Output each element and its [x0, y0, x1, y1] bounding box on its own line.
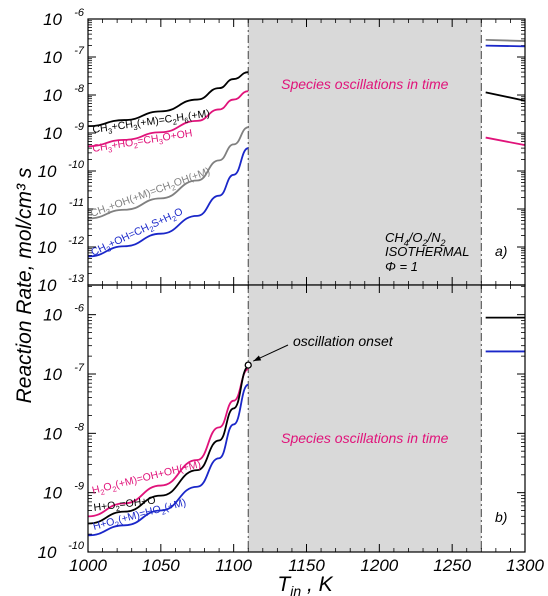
y-tick-label: 10	[43, 484, 62, 503]
tick-marks-b	[87, 285, 526, 553]
x-axis-unit: , K	[301, 573, 334, 596]
x-tick-label: 1200	[360, 556, 398, 575]
oscillation-region-b	[248, 285, 482, 552]
panel-a: 10 -13 10 -12 10 -11 10 -10 10 -9 10 -8 10 -7 10 -6 Spe…	[38, 7, 526, 295]
y-tick-label: 10	[38, 238, 57, 257]
series-line-h-o2-oh-o	[87, 365, 249, 525]
y-tick-exponent: -13	[68, 273, 85, 285]
reaction-label-h-o2-ho2: H+O2(+M)=HO2(+M)	[92, 496, 188, 534]
y-tick-labels-a: 10 -13 10 -12 10 -11 10 -10 10 -9 10 -8 10 -7 10 -6	[38, 7, 85, 295]
onset-arrow-head	[253, 355, 262, 362]
y-tick-exponent: -6	[74, 303, 85, 315]
y-tick-label: 10	[38, 200, 57, 219]
x-axis-subscript: in	[290, 583, 301, 596]
panel-label-a: a)	[495, 243, 507, 259]
reaction-label-h2o2: H2O2(+M)=OH+OH(+M)	[91, 458, 203, 499]
reaction-labels-b: H2O2(+M)=OH+OH(+M)H+O2=OH+OH+O2(+M)=HO2(…	[91, 458, 203, 534]
condition-phi: Φ = 1	[385, 259, 418, 274]
reaction-label-h-o2-oh-o: H+O2=OH+O	[93, 494, 157, 515]
series-line-ch3-oh-m-ch2oh-m-	[87, 126, 249, 220]
series-line-after-ch3-oh-ch2s-h2o	[485, 44, 526, 48]
y-tick-exponent: -10	[68, 159, 85, 171]
reaction-label-ch3-oh-ch2oh: CH3+OH(+M)=CH2OH(+M)	[89, 165, 212, 221]
y-tick-exponent: -6	[74, 7, 85, 19]
condition-mixture: CH4/O2/N2	[385, 230, 446, 248]
condition-isothermal: ISOTHERMAL	[385, 244, 470, 259]
y-tick-exponent: -9	[74, 481, 84, 493]
x-tick-label: 1000	[69, 556, 107, 575]
series-b	[87, 316, 525, 537]
y-tick-label: 10	[38, 276, 57, 295]
series-line-after-ch3-ho2-ch3o-oh	[485, 136, 526, 147]
conditions-block: CH4/O2/N2 ISOTHERMAL Φ = 1	[385, 230, 470, 274]
series-line-h-o2-m-ho2-m-	[87, 383, 249, 537]
y-tick-exponent: -7	[74, 362, 85, 374]
reaction-labels-a: CH3+CH3(+M)=C2H6(+M)CH3+HO2=CH3O+OH CH3+O…	[89, 108, 212, 259]
plot-frame-b	[87, 284, 526, 553]
series-line-after-ch3-oh-m-ch2oh-m-	[485, 39, 526, 42]
series-line-ch3-oh-ch2s-h2o	[87, 147, 249, 258]
oscillation-annotation-b: Species oscillations in time	[281, 430, 449, 446]
oscillation-region-a	[248, 19, 482, 285]
y-tick-label: 10	[43, 306, 62, 325]
y-tick-exponent: -8	[74, 421, 85, 433]
tick-marks-a	[87, 18, 526, 286]
onset-arrow	[253, 344, 289, 362]
y-tick-label: 10	[43, 365, 62, 384]
reaction-label-ch3-ch3: CH3+CH3(+M)=C2H6(+M)	[92, 108, 211, 138]
y-tick-label: 10	[43, 424, 62, 443]
x-tick-label: 1150	[288, 556, 325, 575]
y-tick-exponent: -7	[74, 45, 85, 57]
y-tick-label: 10	[38, 162, 57, 181]
x-tick-label: 1100	[215, 556, 252, 575]
y-tick-label: 10	[38, 543, 57, 562]
x-axis-title: Tin , K	[277, 573, 333, 596]
y-tick-label: 10	[43, 10, 62, 29]
y-tick-exponent: -12	[68, 235, 84, 247]
x-tick-labels: 1000 1050 1100 1150 1200 1250 1300	[69, 556, 544, 575]
x-axis-symbol: T	[277, 573, 292, 596]
x-tick-label: 1050	[142, 556, 180, 575]
oscillation-annotation-a: Species oscillations in time	[281, 76, 449, 92]
series-line-ch3-ho2-ch3o-oh	[87, 90, 249, 148]
series-line-h2o2-m-oh-oh-m-	[87, 368, 249, 518]
y-tick-label: 10	[43, 48, 62, 67]
y-axis-title: Reaction Rate, mol/cm³ s	[13, 167, 36, 403]
oscillation-onset-label: oscillation onset	[293, 333, 394, 349]
y-tick-labels-b: 10 -10 10 -9 10 -8 10 -7 10 -6	[38, 303, 85, 562]
onset-marker	[244, 361, 252, 369]
series-line-ch3-ch3-m-c2h6-m-	[87, 71, 249, 128]
y-tick-exponent: -11	[69, 197, 84, 209]
x-tick-label: 1300	[506, 556, 544, 575]
y-tick-exponent: -10	[68, 540, 85, 552]
y-tick-exponent: -8	[74, 83, 85, 95]
panel-b: 10 -10 10 -9 10 -8 10 -7 10 -6 1000 1050 1100 1150 12…	[38, 284, 544, 575]
x-tick-label: 1250	[433, 556, 471, 575]
y-tick-label: 10	[43, 86, 62, 105]
series-a	[87, 39, 526, 258]
series-line-after-ch3-ch3-m-c2h6-m-	[485, 91, 526, 102]
panel-label-b: b)	[495, 509, 507, 525]
y-tick-exponent: -9	[74, 121, 84, 133]
reaction-label-ch3-ho2: CH3+HO2=CH3O+OH	[92, 127, 194, 157]
y-tick-label: 10	[43, 124, 62, 143]
